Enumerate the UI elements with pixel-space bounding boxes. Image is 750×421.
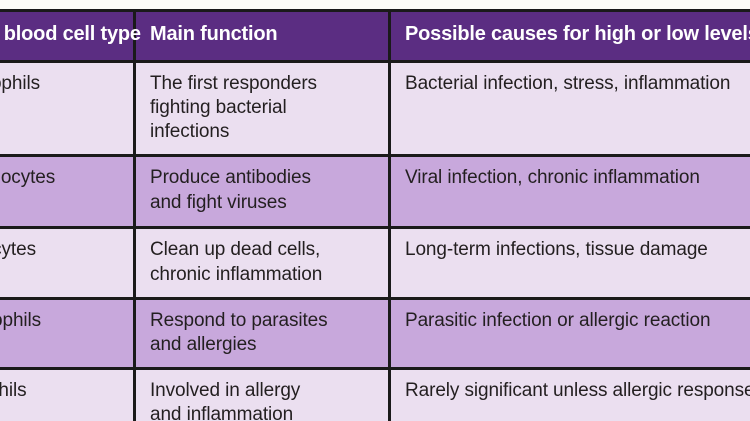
- table-row: Monocytes Clean up dead cells, chronic i…: [0, 227, 750, 300]
- table-row: Basophils Involved in allergy and inflam…: [0, 368, 750, 421]
- white-blood-cell-table: White blood cell type Main function Poss…: [0, 9, 750, 421]
- cell-type-name: Eosinophils: [0, 298, 136, 370]
- column-header-main-function: Main function: [134, 10, 391, 63]
- cell-possible-causes: Viral infection, chronic inflammation: [389, 155, 750, 230]
- cell-possible-causes: Long-term infections, tissue damage: [389, 227, 750, 300]
- table-row: Eosinophils Respond to parasites and all…: [0, 298, 750, 370]
- cell-type-name: Lymphocytes: [0, 155, 136, 230]
- cell-type-name: Basophils: [0, 368, 136, 421]
- table-row: Neutrophils The first responders fightin…: [0, 61, 750, 158]
- table-header: White blood cell type Main function Poss…: [0, 10, 750, 63]
- cell-possible-causes: Rarely significant unless allergic respo…: [389, 368, 750, 421]
- cell-main-function: Clean up dead cells, chronic inflammatio…: [134, 227, 391, 300]
- cell-main-function: Respond to parasites and allergies: [134, 298, 391, 370]
- column-header-possible-causes: Possible causes for high or low levels: [389, 10, 750, 63]
- cell-main-function: The first responders fighting bacterial …: [134, 61, 391, 158]
- cell-possible-causes: Bacterial infection, stress, inflammatio…: [389, 61, 750, 158]
- cell-main-function: Involved in allergy and inflammation: [134, 368, 391, 421]
- table-body: Neutrophils The first responders fightin…: [0, 61, 750, 421]
- cell-type-name: Monocytes: [0, 227, 136, 300]
- cell-type-name: Neutrophils: [0, 61, 136, 158]
- table-crop-wrapper: White blood cell type Main function Poss…: [0, 9, 750, 421]
- cell-possible-causes: Parasitic infection or allergic reaction: [389, 298, 750, 370]
- table-row: Lymphocytes Produce antibodies and fight…: [0, 155, 750, 230]
- column-header-cell-type: White blood cell type: [0, 10, 141, 63]
- table-header-row: White blood cell type Main function Poss…: [0, 10, 750, 63]
- cell-main-function: Produce antibodies and fight viruses: [134, 155, 391, 230]
